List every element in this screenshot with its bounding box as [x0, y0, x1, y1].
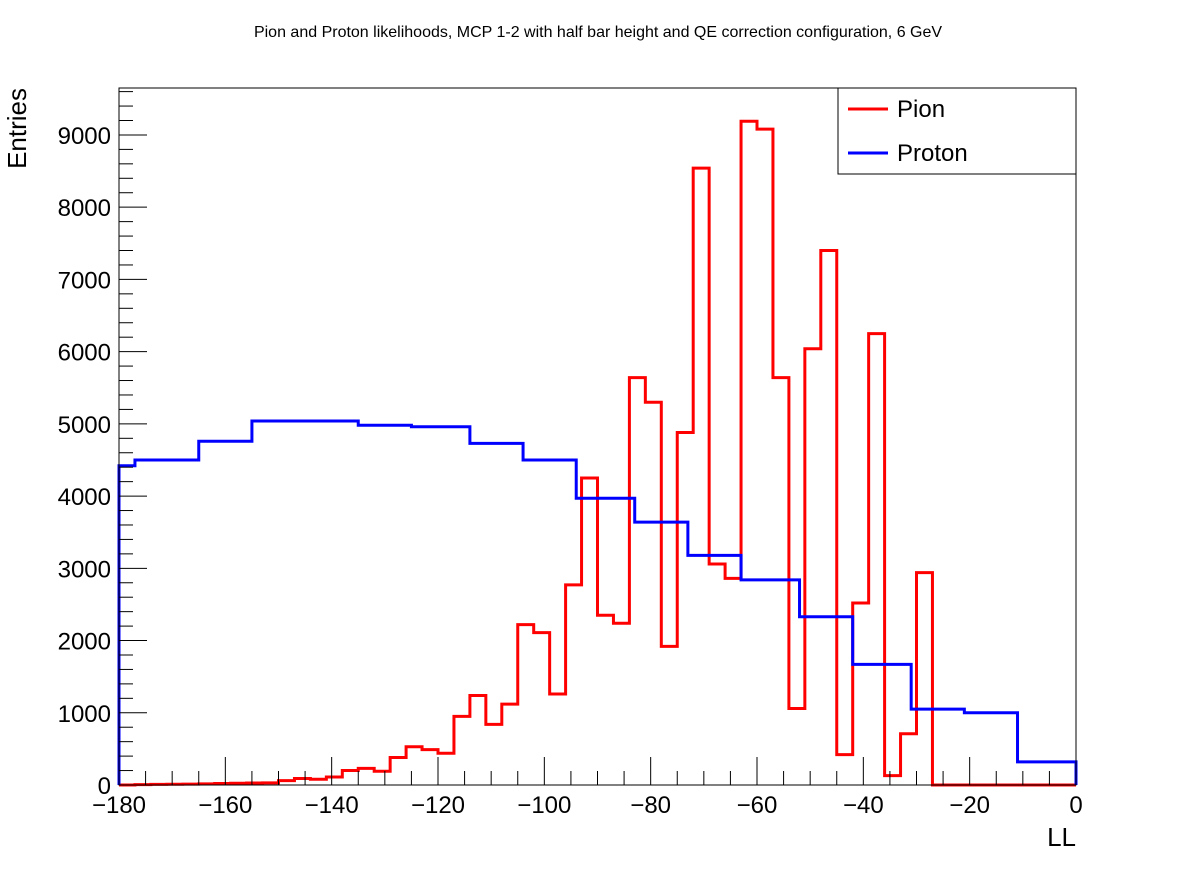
y-tick-label: 3000: [58, 556, 111, 583]
x-tick-label: 0: [1069, 792, 1082, 819]
series-layer: [117, 119, 1078, 787]
y-tick-label: 8000: [58, 195, 111, 222]
y-tick-label: 5000: [58, 412, 111, 439]
x-tick-label: −120: [411, 792, 465, 819]
legend-label-pion: Pion: [897, 96, 945, 123]
x-tick-label: −20: [949, 792, 990, 819]
chart-title: Pion and Proton likelihoods, MCP 1-2 wit…: [254, 24, 942, 41]
x-tick-label: −100: [517, 792, 571, 819]
y-tick-label: 9000: [58, 123, 111, 150]
x-axis-label: LL: [1047, 822, 1076, 852]
x-axis: −180 −160 −140 −120 −100 −80 −60 −40 −20 0: [92, 757, 1083, 819]
y-tick-label: 1000: [58, 701, 111, 728]
x-tick-label: −160: [198, 792, 252, 819]
legend-label-proton: Proton: [897, 140, 968, 167]
y-tick-label: 4000: [58, 484, 111, 511]
y-axis: 0 1000 2000 3000 4000 5000 6000 7000 8000 9000: [58, 91, 147, 800]
y-tick-label: 0: [98, 773, 111, 800]
x-tick-label: −80: [630, 792, 671, 819]
x-tick-label: −60: [737, 792, 778, 819]
legend: Pion Proton: [837, 87, 1077, 175]
legend-box: [837, 87, 1077, 175]
y-tick-label: 7000: [58, 267, 111, 294]
x-tick-label: −140: [305, 792, 359, 819]
series-line-pion: [119, 119, 1076, 787]
y-axis-label: Entries: [2, 88, 32, 169]
series-line-proton: [117, 419, 1078, 785]
y-tick-label: 6000: [58, 340, 111, 367]
x-tick-label: −40: [843, 792, 884, 819]
x-tick-label: −180: [92, 792, 146, 819]
y-tick-label: 2000: [58, 629, 111, 656]
